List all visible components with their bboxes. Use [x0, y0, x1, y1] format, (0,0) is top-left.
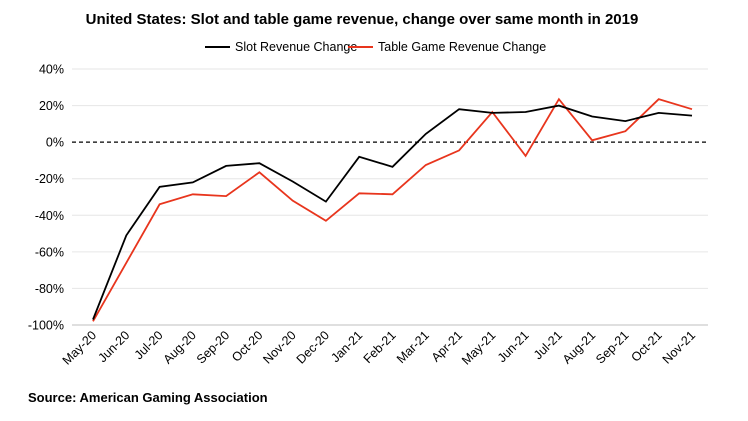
y-tick-label: -100% — [28, 319, 64, 333]
series-line-table-game-revenue — [92, 97, 693, 322]
x-tick-label: Oct-20 — [229, 328, 265, 364]
x-tick-label: Aug-20 — [161, 328, 199, 366]
y-tick-label: 40% — [39, 63, 64, 77]
series-lines — [92, 97, 693, 322]
legend-label-slot-revenue: Slot Revenue Change — [235, 40, 357, 54]
x-tick-label: May-20 — [60, 328, 99, 367]
x-tick-label: May-21 — [459, 328, 498, 367]
y-tick-label: -80% — [35, 282, 64, 296]
x-tick-label: Sep-21 — [593, 328, 631, 366]
x-tick-label: Jun-21 — [495, 328, 532, 365]
x-tick-label: Jun-20 — [95, 328, 132, 365]
x-tick-label: Nov-21 — [660, 328, 698, 366]
y-tick-label: 0% — [46, 136, 64, 150]
y-tick-label: -40% — [35, 209, 64, 223]
source-note: Source: American Gaming Association — [28, 390, 268, 405]
x-tick-label: Feb-21 — [361, 328, 399, 366]
y-tick-label: -20% — [35, 172, 64, 186]
x-tick-label: Dec-20 — [294, 328, 332, 366]
gridlines — [72, 68, 708, 326]
x-tick-label: Nov-20 — [260, 328, 298, 366]
x-tick-label: Sep-20 — [194, 328, 232, 366]
legend-label-table-game-revenue: Table Game Revenue Change — [378, 40, 546, 54]
series-line-slot-revenue — [92, 104, 693, 320]
y-axis-tick-labels: 40% 20% 0% -20% -40% -60% -80% -100% — [28, 63, 64, 333]
x-tick-label: Jan-21 — [328, 328, 365, 365]
y-tick-label: -60% — [35, 245, 64, 259]
chart-title: United States: Slot and table game reven… — [86, 11, 639, 28]
x-tick-label: Aug-21 — [560, 328, 598, 366]
x-tick-label: Mar-21 — [394, 328, 432, 366]
y-tick-label: 20% — [39, 99, 64, 113]
legend: Slot Revenue Change Table Game Revenue C… — [205, 40, 546, 54]
x-tick-label: Oct-21 — [628, 328, 664, 364]
